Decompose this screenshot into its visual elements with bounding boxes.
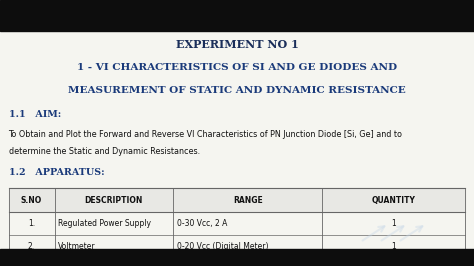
Text: S.NO: S.NO [21, 196, 42, 205]
Text: MEASUREMENT OF STATIC AND DYNAMIC RESISTANCE: MEASUREMENT OF STATIC AND DYNAMIC RESIST… [68, 86, 406, 95]
Text: 1: 1 [392, 242, 396, 251]
Text: 0-20 Vᴄᴄ (Digital Meter): 0-20 Vᴄᴄ (Digital Meter) [177, 242, 268, 251]
Text: RANGE: RANGE [233, 196, 263, 205]
Text: DESCRIPTION: DESCRIPTION [84, 196, 143, 205]
Text: To Obtain and Plot the Forward and Reverse VI Characteristics of PN Junction Dio: To Obtain and Plot the Forward and Rever… [9, 130, 402, 139]
Text: EXPERIMENT NO 1: EXPERIMENT NO 1 [176, 39, 298, 50]
Text: 1 - VI CHARACTERISTICS OF SI AND GE DIODES AND: 1 - VI CHARACTERISTICS OF SI AND GE DIOD… [77, 63, 397, 72]
Text: Voltmeter: Voltmeter [58, 242, 96, 251]
Bar [0, 0, 474, 31]
Text: QUANTITY: QUANTITY [372, 196, 416, 205]
Text: determine the Static and Dynamic Resistances.: determine the Static and Dynamic Resista… [9, 147, 200, 156]
Text: 1.1   AIM:: 1.1 AIM: [9, 110, 61, 119]
Text: 1.: 1. [28, 219, 35, 228]
Bar [9, 212, 465, 235]
Bar [0, 249, 474, 266]
Bar [9, 188, 465, 212]
Bar [9, 259, 465, 266]
Text: 1: 1 [392, 219, 396, 228]
Text: Regulated Power Supply: Regulated Power Supply [58, 219, 151, 228]
Bar [9, 235, 465, 259]
Text: 0-30 Vᴄᴄ, 2 A: 0-30 Vᴄᴄ, 2 A [177, 219, 227, 228]
Text: 2.: 2. [28, 242, 35, 251]
Text: 1.2   APPARATUS:: 1.2 APPARATUS: [9, 168, 104, 177]
